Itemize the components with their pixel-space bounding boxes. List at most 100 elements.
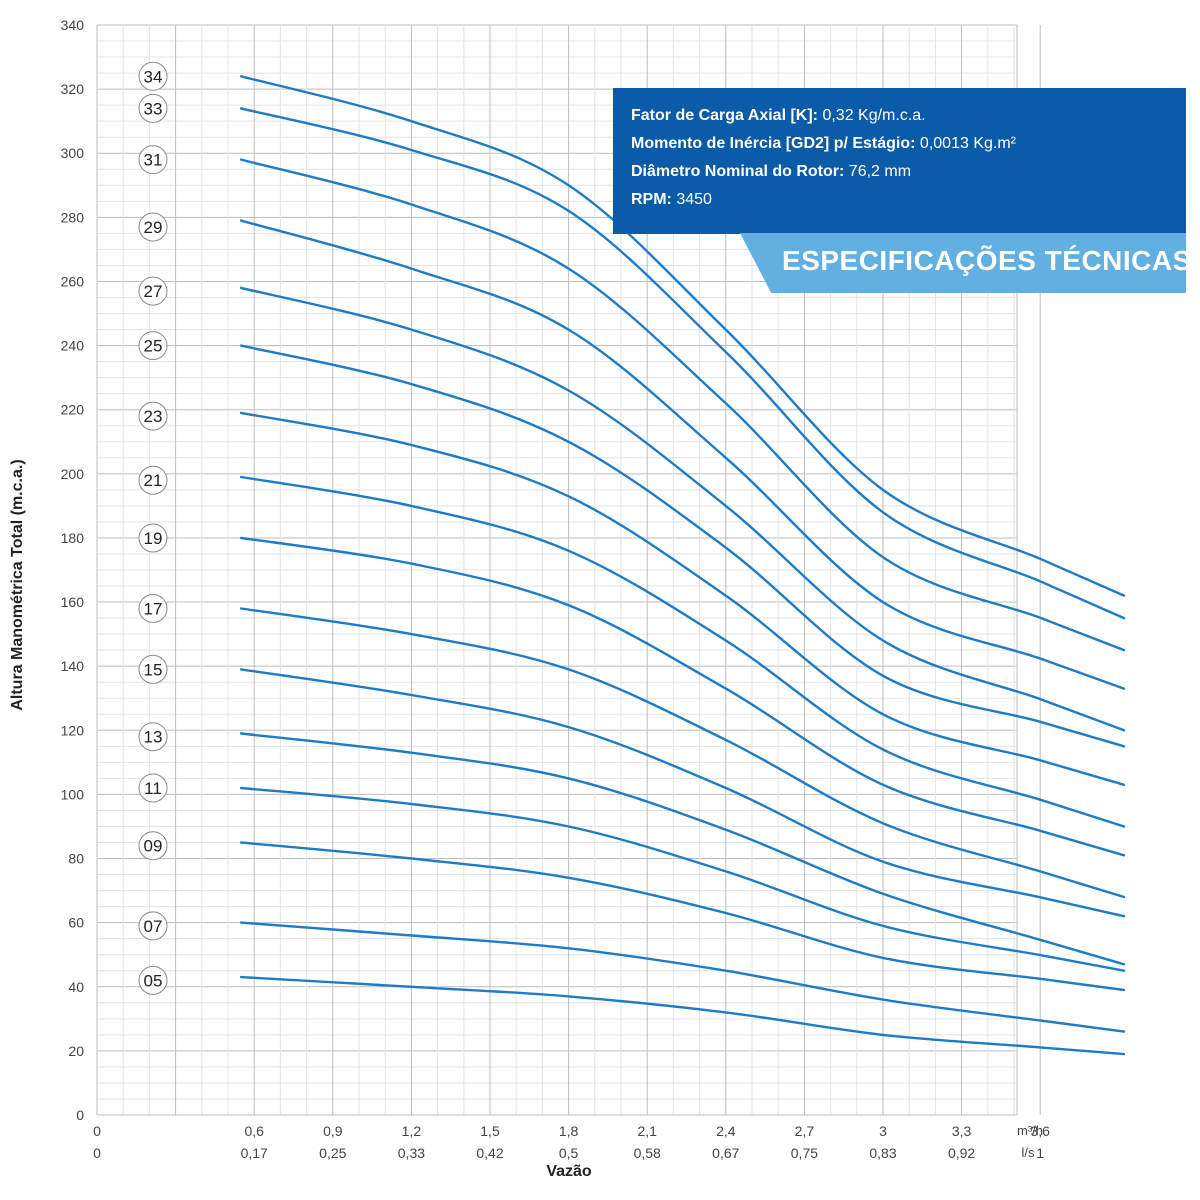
spec-line-axial-load: Fator de Carga Axial [K]: 0,32 Kg/m.c.a. (631, 102, 1168, 130)
stage-badge-circle (138, 212, 168, 242)
technical-specs-title: ESPECIFICAÇÕES TÉCNICAS (782, 245, 1192, 276)
stage-badge-label: 27 (144, 282, 163, 301)
stage-badge-label: 19 (144, 529, 163, 548)
spec-value: 3450 (671, 191, 712, 208)
x-tick-secondary-label: 0 (93, 1145, 101, 1161)
pump-curve-23 (239, 411, 1126, 786)
y-tick-label: 240 (61, 338, 85, 354)
stage-badge-label: 09 (144, 837, 163, 856)
y-axis-title: Altura Manométrica Total (m.c.a.) (9, 459, 26, 710)
pump-curve-33 (239, 107, 1126, 620)
stage-badge-label: 11 (144, 779, 162, 798)
y-tick-label: 180 (61, 530, 85, 546)
x-tick-label: 0 (93, 1123, 101, 1139)
stage-badge-circle (138, 773, 168, 803)
x-tick-label: 1,2 (402, 1123, 422, 1139)
stage-badge-19: 19 (138, 523, 168, 553)
y-tick-label: 320 (61, 81, 85, 97)
stage-badge-31: 31 (138, 145, 168, 175)
stage-badge-label: 25 (144, 337, 163, 356)
pump-curve-15 (239, 668, 1126, 918)
stage-badge-circle (138, 593, 168, 623)
pump-curve-17 (239, 607, 1126, 899)
stage-badge-circle (138, 965, 168, 995)
stage-badge-07: 07 (138, 911, 168, 941)
spec-label: RPM: (631, 191, 672, 208)
stage-badge-label: 29 (144, 218, 163, 237)
y-tick-label: 100 (61, 786, 85, 802)
y-tick-label: 20 (68, 1043, 84, 1059)
pump-curve-25 (239, 344, 1126, 748)
stage-badge-label: 17 (144, 599, 163, 618)
stage-badge-27: 27 (138, 276, 168, 306)
spec-label: Diâmetro Nominal do Rotor: (631, 163, 845, 180)
stage-badge-15: 15 (138, 654, 168, 684)
stage-badge-11: 11 (138, 773, 168, 803)
pump-curve-09 (239, 841, 1126, 992)
stage-badge-34: 34 (138, 61, 168, 91)
y-tick-label: 0 (76, 1107, 84, 1123)
x-tick-secondary-label: 0,67 (712, 1145, 739, 1161)
x-unit-secondary: l/s (1022, 1145, 1036, 1160)
x-tick-label: 3 (879, 1123, 887, 1139)
stage-badge-circle (138, 911, 168, 941)
spec-line-rotor-diameter: Diâmetro Nominal do Rotor: 76,2 mm (631, 158, 1168, 186)
y-tick-label: 260 (61, 273, 85, 289)
stage-badge-label: 07 (144, 917, 163, 936)
technical-specs-box: Fator de Carga Axial [K]: 0,32 Kg/m.c.a.… (613, 88, 1186, 234)
pump-curve-34 (239, 75, 1126, 597)
x-tick-label: 2,1 (637, 1123, 657, 1139)
spec-label: Momento de Inércia [GD2] p/ Estágio: (631, 135, 916, 152)
x-tick-label: 1,5 (480, 1123, 500, 1139)
stage-badge-circle (138, 93, 168, 123)
spec-value: 76,2 mm (844, 163, 912, 180)
x-tick-secondary-label: 0,17 (241, 1145, 268, 1161)
y-axis-ticks: 0 20 40 60 80 100 120 140 160 180 200 220 240 260 280 3… (61, 17, 85, 1123)
stage-badge-circle (138, 722, 168, 752)
x-tick-secondary-label: 0,42 (476, 1145, 503, 1161)
stage-badge-circle (138, 654, 168, 684)
y-tick-label: 160 (61, 594, 85, 610)
spec-value: 0,0013 Kg.m² (915, 135, 1016, 152)
stage-badge-circle (138, 523, 168, 553)
technical-specs-banner: ESPECIFICAÇÕES TÉCNICAS (740, 233, 1186, 293)
stage-badge-17: 17 (138, 593, 168, 623)
stage-badge-29: 29 (138, 212, 168, 242)
y-tick-label: 280 (61, 209, 85, 225)
stage-badge-label: 23 (144, 407, 163, 426)
stage-badge-25: 25 (138, 331, 168, 361)
pump-curve-19 (239, 536, 1126, 857)
stage-badge-09: 09 (138, 831, 168, 861)
stage-badge-label: 15 (144, 660, 163, 679)
y-tick-label: 200 (61, 466, 85, 482)
y-tick-label: 300 (61, 145, 85, 161)
y-tick-label: 40 (68, 979, 84, 995)
y-tick-label: 80 (68, 851, 84, 867)
x-tick-secondary-label: 0,75 (791, 1145, 818, 1161)
x-tick-label: 3,6 (1030, 1123, 1050, 1139)
spec-line-inertia: Momento de Inércia [GD2] p/ Estágio: 0,0… (631, 130, 1168, 158)
x-tick-label: 2,7 (795, 1123, 815, 1139)
y-tick-label: 220 (61, 402, 85, 418)
x-tick-label: 2,4 (716, 1123, 736, 1139)
pump-curve-11 (239, 786, 1126, 972)
pump-curve-13 (239, 732, 1126, 966)
x-tick-label: 0,9 (323, 1123, 343, 1139)
stage-badge-05: 05 (138, 965, 168, 995)
stage-badge-label: 13 (144, 728, 163, 747)
x-tick-label: 3,3 (952, 1123, 972, 1139)
y-tick-label: 340 (61, 17, 85, 33)
x-tick-label: 1,8 (559, 1123, 579, 1139)
pump-curve-31 (239, 158, 1126, 652)
y-tick-label: 120 (61, 722, 85, 738)
stage-badge-23: 23 (138, 401, 168, 431)
stage-badge-33: 33 (138, 93, 168, 123)
x-tick-label: 0,6 (244, 1123, 264, 1139)
stage-badge-circle (138, 61, 168, 91)
x-axis-title: Vazão (546, 1163, 592, 1180)
x-tick-secondary-label: 0,92 (948, 1145, 975, 1161)
pump-curve-27 (239, 286, 1126, 732)
x-tick-secondary-label: 0,33 (398, 1145, 425, 1161)
stage-badge-label: 31 (144, 151, 163, 170)
stage-badges: 34 33 31 29 27 25 23 21 19 17 15 13 11 09 07 05 (138, 61, 168, 995)
